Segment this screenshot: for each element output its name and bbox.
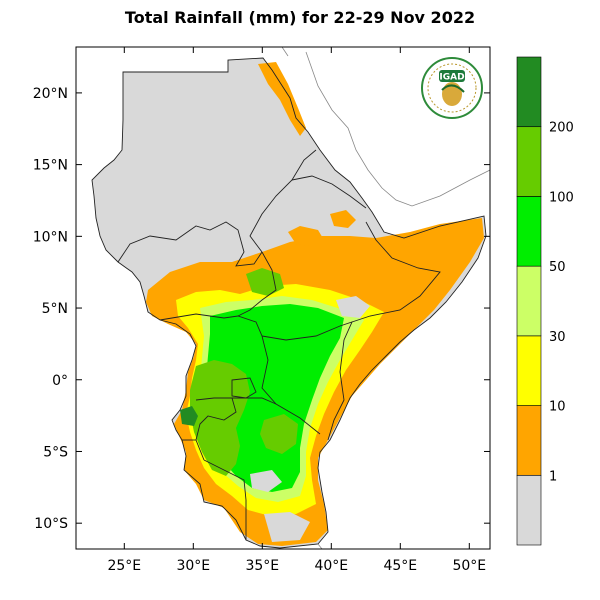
lat-tick-label: 5°S	[43, 444, 68, 460]
lat-tick-label: 15°N	[33, 158, 68, 174]
dry-patch-south	[264, 512, 310, 542]
logo-africa-icon	[442, 82, 462, 106]
colorbar-label: 100	[549, 190, 574, 205]
rain-ethiopia-north2	[330, 210, 356, 228]
border-ethiopia-somalia	[351, 221, 441, 323]
lon-tick-label: 50°E	[452, 558, 486, 574]
latitude-ticks: 20°N 15°N 10°N 5°N 0° 5°S 10°S	[33, 86, 490, 532]
coast-mozambique	[317, 543, 323, 549]
logo-map-icon	[441, 84, 465, 93]
lat-tick-label: 5°N	[42, 301, 68, 317]
colorbar-swatch	[516, 405, 542, 476]
colorbar-label: 30	[549, 330, 566, 345]
border-lake-victoria	[231, 377, 257, 399]
dry-patch-kenya	[336, 296, 370, 318]
igad-logo: IGAD	[421, 57, 483, 119]
map-title: Total Rainfall (mm) for 22-29 Nov 2022	[124, 8, 476, 27]
logo-badge	[439, 70, 465, 82]
border-tanzania-zambia	[203, 459, 247, 540]
colorbar-label: 1	[549, 469, 557, 484]
coast-arabia	[305, 51, 490, 207]
border-rwanda-burundi	[195, 397, 237, 461]
rain-100-200-ethiopia	[246, 268, 284, 296]
colorbar-swatch	[516, 335, 542, 406]
coast-egypt	[281, 47, 289, 57]
border-uganda-kenya	[261, 335, 321, 435]
border-ssudan-ethiopia	[237, 251, 277, 317]
lon-tick-label: 30°E	[176, 558, 210, 574]
colorbar-label: 50	[549, 260, 566, 275]
colorbar-swatch	[516, 56, 542, 128]
lat-tick-label: 0°	[52, 373, 68, 389]
colorbar-swatch	[516, 196, 542, 267]
lat-tick-label: 10°S	[34, 516, 68, 532]
colorbar-swatch	[516, 474, 542, 546]
colorbar: 1 10 30 50 100 200	[516, 56, 574, 546]
rain-100-200-region	[190, 360, 250, 476]
lon-tick-label: 40°E	[314, 558, 348, 574]
lon-tick-label: 25°E	[107, 558, 141, 574]
border-tanzania	[232, 397, 277, 405]
border-ssudan-drc-uganda	[159, 313, 263, 337]
border-sudan-ethiopia	[249, 149, 317, 253]
logo-laurel	[427, 63, 477, 113]
rain-100-200-east	[260, 414, 298, 454]
logo-text: IGAD	[439, 73, 464, 83]
lon-tick-label: 45°E	[383, 558, 417, 574]
colorbar-swatch	[516, 265, 542, 337]
colorbar-swatch	[516, 126, 542, 197]
border-eritrea	[291, 175, 367, 209]
rain-ethiopia-north	[288, 226, 324, 246]
colorbar-label: 200	[549, 121, 574, 136]
rain-red-sea-strip	[258, 62, 306, 136]
longitude-ticks: 25°E 30°E 35°E 40°E 45°E 50°E	[107, 47, 486, 574]
colorbar-label: 10	[549, 400, 566, 415]
lon-tick-label: 35°E	[245, 558, 279, 574]
lat-tick-label: 20°N	[33, 86, 68, 102]
border-kenya	[261, 321, 353, 441]
neighbor-coastlines	[281, 47, 490, 549]
dry-patch-tanzania	[250, 470, 282, 492]
rain-200-plus-region	[180, 406, 198, 426]
rainfall-layers	[146, 62, 484, 546]
map-frame	[75, 46, 491, 550]
lat-tick-label: 10°N	[33, 229, 68, 245]
border-sudan-ssudan	[117, 221, 263, 267]
